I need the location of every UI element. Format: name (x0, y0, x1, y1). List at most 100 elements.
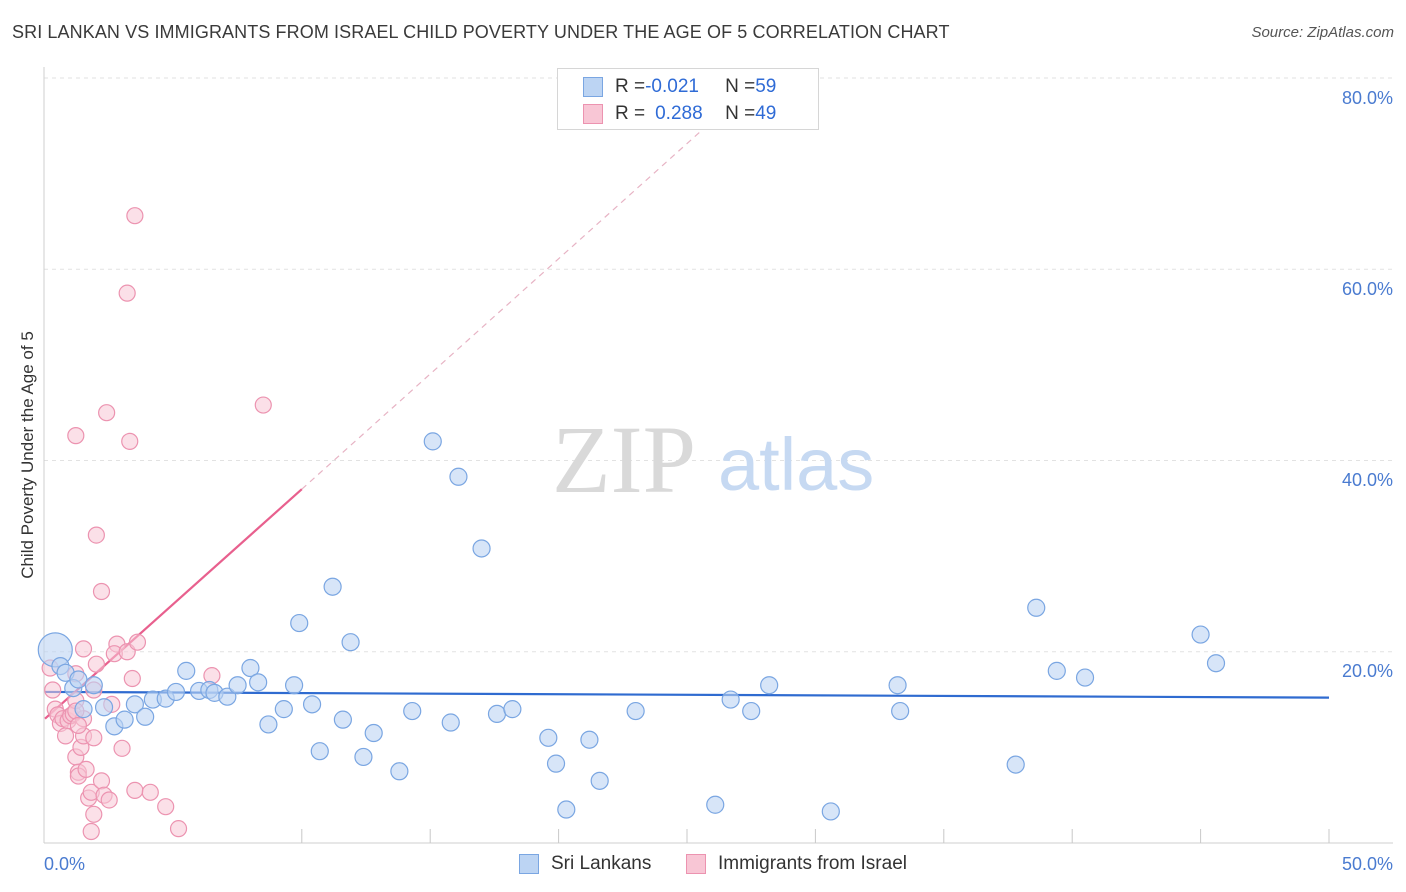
x-tick-label-50: 50.0% (1342, 854, 1393, 874)
srilankan-point-53 (888, 676, 907, 695)
srilankan-point-56 (1027, 598, 1046, 617)
correlation-legend: R = -0.021 N = 59 R = 0.288 N = 49 (557, 68, 819, 130)
trend-line-srilankans (44, 690, 1330, 699)
srilankan-point-60 (1206, 654, 1226, 673)
srilankan-point-43 (546, 754, 566, 773)
srilankan-point-59 (1191, 625, 1210, 644)
israel-point-25 (87, 655, 105, 673)
israel-point-46 (126, 207, 144, 225)
israel-point-22 (69, 716, 87, 734)
bottom-legend-swatch-pink (686, 854, 706, 874)
israel-point-50 (203, 667, 221, 685)
srilankan-point-23 (259, 715, 278, 734)
israel-point-51 (254, 396, 272, 414)
israel-point-44 (128, 633, 147, 651)
watermark-zip: ZIP (552, 406, 696, 513)
israel-point-41 (123, 669, 141, 688)
srilankan-point-52 (821, 802, 840, 821)
watermark-atlas: atlas (718, 423, 874, 506)
srilankan-point-32 (354, 747, 373, 767)
srilankan-point-20 (228, 676, 247, 695)
israel-point-47 (141, 783, 159, 801)
srilankan-point-25 (284, 676, 304, 695)
israel-point-43 (126, 781, 144, 800)
israel-point-21 (67, 427, 85, 445)
srilankan-point-4 (69, 670, 88, 689)
srilankan-point-6 (74, 700, 93, 719)
srilankan-point-34 (390, 762, 409, 781)
israel-point-20 (77, 760, 95, 778)
srilankan-point-48 (706, 795, 725, 814)
series-srilankans-points (37, 432, 1226, 821)
tick-labels: 80.0% 60.0% 40.0% 20.0% 0.0% 50.0% (44, 88, 1393, 874)
srilankan-point-46 (590, 771, 609, 790)
bottom-legend-label-srilankans: Sri Lankans (551, 853, 652, 874)
srilankan-point-24 (274, 700, 293, 719)
srilankan-point-19 (218, 687, 237, 706)
srilankan-point-14 (166, 682, 186, 702)
srilankan-point-27 (302, 695, 322, 714)
srilankan-point-50 (742, 701, 761, 721)
bottom-legend-label-israel: Immigrants from Israel (718, 853, 907, 874)
legend-r-value: -0.021 (645, 76, 699, 97)
trend-line-israel-extension (301, 106, 729, 490)
watermark: ZIP atlas (552, 406, 874, 513)
israel-point-34 (98, 404, 116, 422)
israel-point-42 (121, 432, 139, 450)
legend-n-label: N = (725, 103, 756, 124)
srilankan-point-58 (1075, 668, 1095, 687)
srilankan-point-39 (472, 539, 491, 558)
srilankan-point-49 (721, 690, 740, 709)
srilankan-point-57 (1047, 661, 1066, 680)
chart-source: Source: ZipAtlas.com (1251, 24, 1394, 41)
y-tick-label-20: 20.0% (1342, 661, 1393, 681)
israel-point-49 (169, 820, 188, 838)
legend-swatch-blue (583, 77, 603, 97)
legend-row-srilankans: R = -0.021 N = 59 (583, 75, 776, 99)
srilankan-point-36 (423, 432, 442, 451)
israel-point-48 (157, 798, 175, 816)
srilankan-point-47 (626, 701, 645, 721)
legend-swatch-pink (583, 104, 603, 124)
legend-row-israel: R = 0.288 N = 49 (583, 102, 776, 126)
srilankan-point-9 (115, 710, 134, 729)
y-tick-label-60: 60.0% (1342, 279, 1393, 299)
legend-n-value: 49 (755, 103, 777, 124)
srilankan-point-28 (310, 742, 329, 761)
legend-n-label: N = (725, 76, 756, 97)
grid-lines (44, 77, 1393, 653)
srilankan-point-31 (341, 633, 360, 652)
bottom-legend-swatch-blue (519, 854, 539, 874)
srilankan-point-10 (125, 695, 144, 714)
srilankan-point-41 (503, 700, 522, 719)
srilankan-point-45 (580, 730, 599, 749)
srilankan-point-7 (94, 698, 114, 717)
israel-point-28 (92, 772, 111, 790)
israel-point-27 (85, 729, 103, 747)
srilankan-point-22 (249, 673, 268, 692)
israel-point-31 (87, 526, 105, 544)
israel-point-39 (113, 739, 131, 757)
legend-r-value: 0.288 (655, 103, 703, 124)
srilankan-point-44 (557, 800, 576, 819)
bottom-legend-srilankans: Sri Lankans (519, 852, 651, 876)
israel-point-6 (56, 727, 75, 745)
srilankan-point-5 (84, 676, 103, 695)
bottom-legend-israel: Immigrants from Israel (686, 852, 907, 876)
srilankan-point-51 (760, 676, 779, 695)
srilankan-point-21 (241, 658, 260, 678)
x-tick-label-0: 0.0% (44, 854, 85, 874)
srilankan-point-29 (323, 577, 342, 596)
israel-point-32 (82, 822, 100, 841)
srilankan-point-40 (487, 704, 507, 724)
series-israel-points (41, 207, 272, 841)
srilankan-point-42 (539, 728, 558, 747)
srilankan-point-54 (891, 701, 910, 721)
y-tick-label-80: 80.0% (1342, 88, 1393, 108)
srilankan-point-30 (333, 710, 352, 729)
srilankan-point-33 (364, 723, 383, 743)
srilankan-point-15 (177, 661, 196, 680)
legend-r-label: R = (615, 76, 646, 97)
israel-point-1 (44, 681, 62, 699)
